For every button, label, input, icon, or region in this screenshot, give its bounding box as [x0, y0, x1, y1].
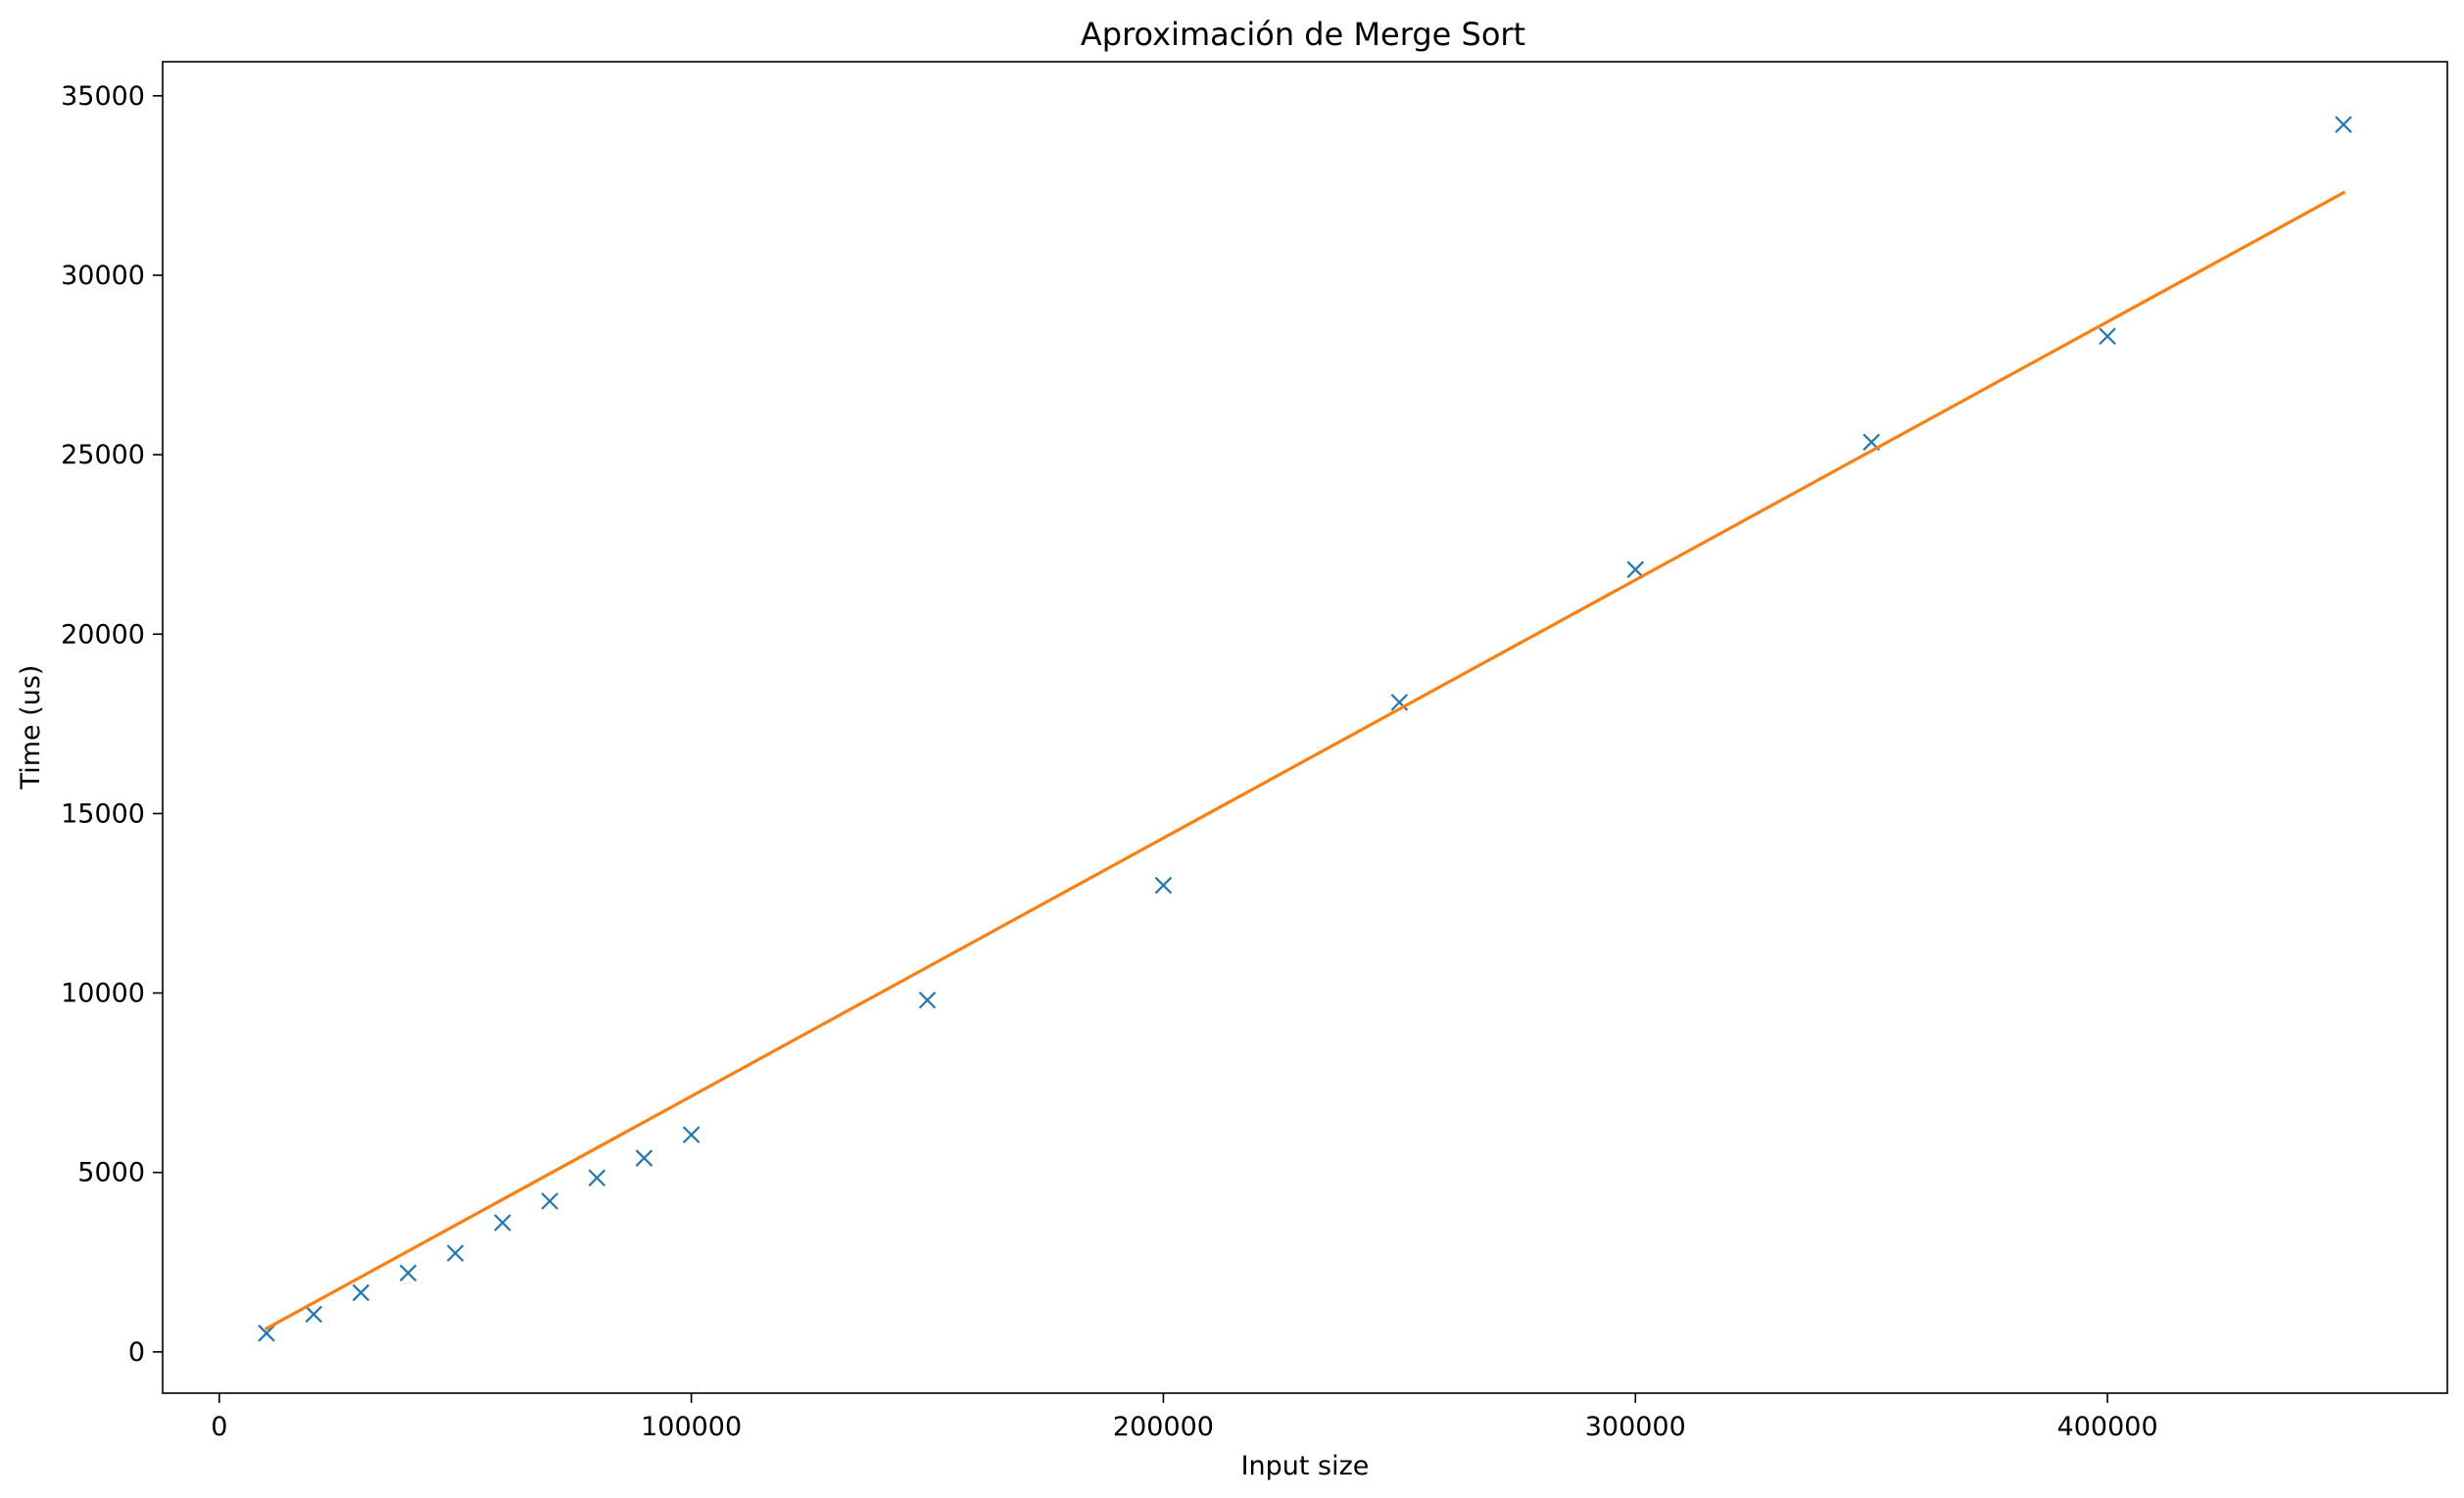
data-point-marker [1626, 560, 1645, 579]
plot-frame [162, 61, 2448, 1394]
data-point-marker [682, 1126, 701, 1144]
marker-stroke [446, 1244, 464, 1262]
marker-stroke [305, 1305, 322, 1324]
marker-stroke [2099, 327, 2116, 346]
x-tick-label: 100000 [641, 1412, 742, 1442]
data-point-marker [1154, 876, 1173, 894]
marker-stroke [541, 1192, 558, 1210]
y-tick-label: 35000 [61, 81, 145, 112]
marker-stroke [494, 1214, 511, 1232]
x-axis-ticks: 0 100000 200000 300000 400000 [211, 1393, 2158, 1442]
marker-stroke [1390, 694, 1409, 711]
chart-title: Aproximación de Merge Sort [1081, 16, 1525, 53]
x-tick-label: 200000 [1113, 1412, 1214, 1442]
marker-stroke [918, 991, 937, 1009]
y-tick-label: 5000 [77, 1158, 145, 1188]
y-axis-label: Time (us) [16, 665, 46, 791]
y-tick-label: 0 [128, 1337, 145, 1368]
fit-line [264, 190, 2346, 1331]
data-point-marker [2335, 116, 2352, 133]
marker-stroke [1862, 433, 1880, 452]
marker-stroke [1154, 876, 1173, 894]
y-tick-label: 15000 [61, 798, 145, 829]
marker-stroke [258, 1325, 275, 1342]
marker-stroke [635, 1149, 653, 1167]
plot-area [258, 116, 2352, 1342]
data-point-marker [305, 1305, 322, 1324]
data-point-marker [494, 1214, 511, 1232]
data-point-marker [399, 1264, 417, 1282]
marker-stroke [399, 1264, 417, 1282]
y-axis-ticks: 0 5000 10000 15000 20000 25000 30000 35000 [61, 81, 163, 1368]
marker-stroke [1626, 560, 1645, 579]
marker-stroke [2335, 116, 2352, 133]
marker-stroke [682, 1126, 701, 1144]
data-point-marker [2099, 327, 2116, 346]
data-point-marker [352, 1283, 370, 1302]
data-point-marker [446, 1244, 464, 1262]
y-tick-label: 25000 [61, 440, 145, 470]
y-tick-label: 10000 [61, 979, 145, 1009]
x-tick-label: 400000 [2057, 1412, 2158, 1442]
data-point-marker [588, 1169, 606, 1186]
data-point-marker [258, 1325, 275, 1342]
data-point-marker [541, 1192, 558, 1210]
y-tick-label: 30000 [61, 261, 145, 291]
x-axis-label: Input size [1241, 1451, 1370, 1481]
marker-stroke [352, 1283, 370, 1302]
x-tick-label: 0 [211, 1412, 227, 1442]
data-point-marker [635, 1149, 653, 1167]
data-point-marker [918, 991, 937, 1009]
marker-stroke [588, 1169, 606, 1186]
y-tick-label: 20000 [61, 619, 145, 650]
x-tick-label: 300000 [1585, 1412, 1686, 1442]
